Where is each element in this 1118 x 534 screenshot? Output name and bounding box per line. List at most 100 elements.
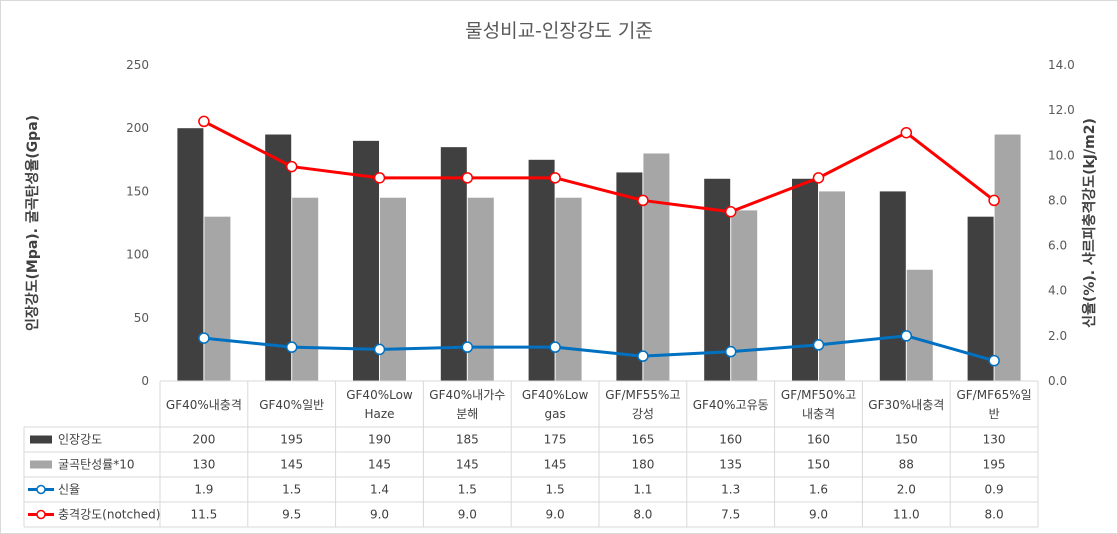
legend-label: 충격강도(notched) <box>58 508 160 522</box>
bar <box>204 216 231 381</box>
line-marker <box>637 194 649 207</box>
category-label: GF40%Low <box>522 388 589 402</box>
legend-label: 굴곡탄성률*10 <box>58 458 134 472</box>
line-marker <box>285 160 298 173</box>
line-marker <box>812 172 825 184</box>
data-cell: 1.5 <box>458 483 477 497</box>
data-cell: 8.0 <box>985 508 1004 522</box>
data-cell: 190 <box>368 433 391 447</box>
bar <box>616 172 643 381</box>
y-tick-right: 8.0 <box>1048 193 1067 207</box>
category-label: GF40%Low <box>346 388 413 402</box>
legend-key-marker <box>36 484 46 495</box>
data-cell: 9.0 <box>370 508 389 522</box>
bar <box>643 153 670 381</box>
y-tick-left: 250 <box>126 58 149 72</box>
bar <box>440 147 467 381</box>
data-cell: 9.0 <box>546 508 565 522</box>
bar <box>819 191 845 381</box>
bar <box>731 210 758 381</box>
data-cell: 145 <box>280 458 303 472</box>
line-marker <box>461 172 474 184</box>
y-tick-left: 0 <box>141 374 149 388</box>
line-marker <box>461 341 474 353</box>
line-marker <box>900 330 913 342</box>
data-cell: 9.0 <box>458 508 477 522</box>
y-axis-left-label: 인장강도(Mpa). 굴곡탄성율(Gpa) <box>24 115 41 331</box>
line-marker <box>988 354 1000 367</box>
category-label: GF40%내충격 <box>166 398 242 412</box>
bar <box>467 197 494 381</box>
data-cell: 1.3 <box>721 483 740 497</box>
line-marker <box>549 172 561 184</box>
data-cell: 145 <box>456 458 479 472</box>
y-tick-left: 50 <box>134 311 149 325</box>
y-tick-right: 12.0 <box>1048 103 1075 117</box>
data-cell: 9.5 <box>282 508 301 522</box>
category-label: GF/MF55%고 <box>605 388 680 402</box>
category-label: 강성 <box>632 407 654 421</box>
data-cell: 130 <box>192 458 215 472</box>
y-tick-right: 0.0 <box>1048 374 1067 388</box>
data-cell: 145 <box>544 458 567 472</box>
category-label: GF30%내충격 <box>868 398 944 412</box>
data-cell: 150 <box>895 433 918 447</box>
data-cell: 7.5 <box>721 508 740 522</box>
line-marker <box>724 205 737 218</box>
bar <box>994 134 1021 381</box>
category-label: GF/MF50%고 <box>781 388 856 402</box>
data-cell: 165 <box>631 433 654 447</box>
data-cell: 185 <box>456 433 479 447</box>
y-tick-right: 6.0 <box>1048 239 1067 253</box>
line-marker <box>637 350 649 362</box>
category-label: GF40%고유동 <box>693 398 769 412</box>
data-cell: 8.0 <box>633 508 652 522</box>
category-label: gas <box>544 407 565 421</box>
data-cell: 1.5 <box>282 483 301 497</box>
bar <box>555 197 582 381</box>
category-label: 반 <box>989 407 1000 421</box>
bar <box>292 197 319 381</box>
line-marker <box>812 339 825 351</box>
data-cell: 2.0 <box>897 483 916 497</box>
bar <box>879 191 906 381</box>
legend-label: 신율 <box>58 483 80 497</box>
category-label: 내충격 <box>802 407 835 421</box>
category-label: Haze <box>364 407 394 421</box>
bar <box>792 178 818 381</box>
legend-key-bar <box>30 435 52 444</box>
data-cell: 180 <box>631 458 654 472</box>
data-cell: 195 <box>280 433 303 447</box>
line-marker <box>373 343 386 356</box>
data-cell: 1.6 <box>809 483 828 497</box>
bar <box>906 269 933 381</box>
y-tick-right: 4.0 <box>1048 284 1067 298</box>
chart-title: 물성비교-인장강도 기준 <box>465 20 653 42</box>
data-cell: 1.9 <box>194 483 213 497</box>
data-cell: 0.9 <box>985 483 1004 497</box>
line-marker <box>285 341 298 353</box>
series-line <box>203 334 995 363</box>
line-marker <box>373 172 386 184</box>
y-tick-left: 100 <box>126 248 149 262</box>
data-cell: 1.5 <box>546 483 565 497</box>
line-marker <box>198 332 210 344</box>
data-cell: 175 <box>544 433 567 447</box>
data-cell: 9.0 <box>809 508 828 522</box>
bar <box>380 197 406 381</box>
y-tick-right: 10.0 <box>1048 148 1075 162</box>
line-marker <box>724 345 737 358</box>
category-label: GF40%일반 <box>259 398 324 412</box>
bar <box>177 128 204 381</box>
legend-label: 인장강도 <box>58 433 102 447</box>
data-cell: 1.1 <box>633 483 652 497</box>
legend-key-bar <box>30 460 52 469</box>
data-cell: 11.0 <box>893 508 920 522</box>
data-cell: 130 <box>983 433 1006 447</box>
data-cell: 1.4 <box>370 483 389 497</box>
legend-key-marker <box>36 509 46 520</box>
data-cell: 135 <box>719 458 742 472</box>
data-cell: 195 <box>983 458 1006 472</box>
y-tick-left: 150 <box>126 184 149 198</box>
